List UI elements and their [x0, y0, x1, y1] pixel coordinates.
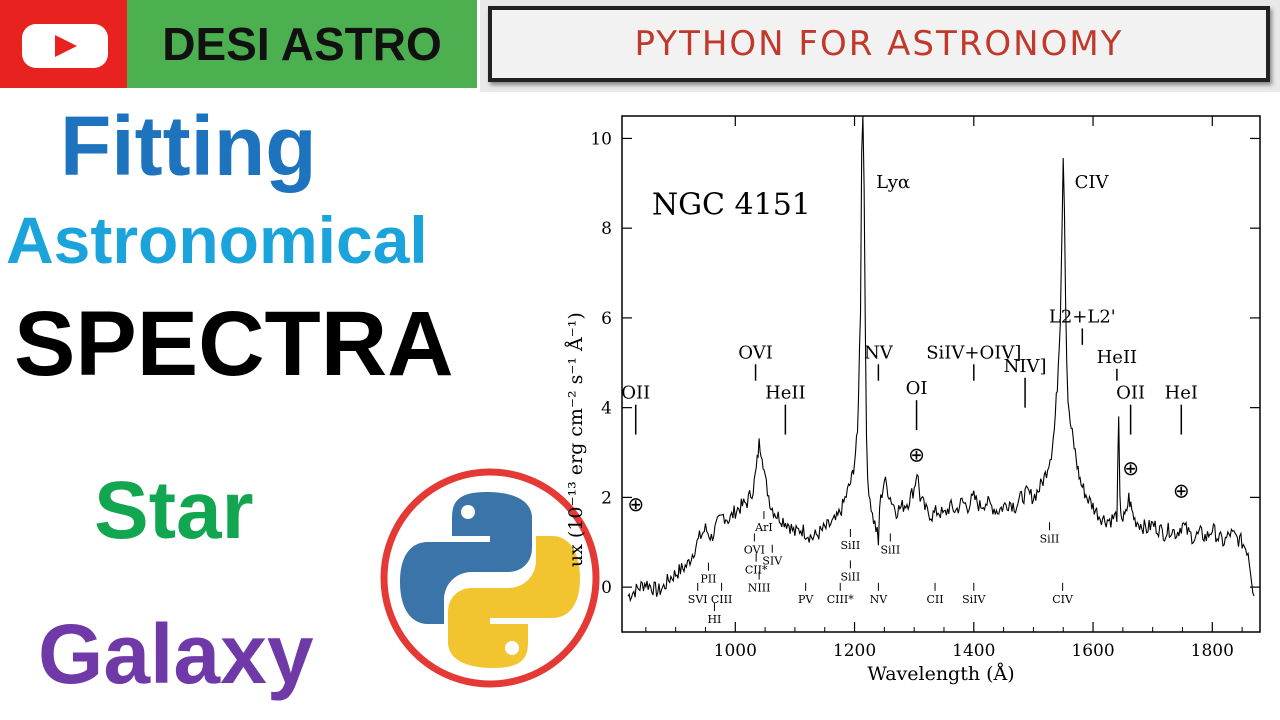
absorption-label: NV — [870, 593, 889, 606]
absorption-label: CIII — [711, 593, 732, 606]
absorption-label: CIV — [1052, 593, 1074, 606]
channel-name: DESI ASTRO — [162, 18, 442, 70]
y-tick-label: 0 — [601, 578, 612, 598]
emission-label: OII — [1116, 383, 1145, 404]
title-fitting: Fitting — [60, 99, 317, 193]
title-galaxy: Galaxy — [38, 607, 314, 701]
python-logo-icon — [378, 466, 602, 690]
absorption-label: OVI — [744, 543, 765, 556]
absorption-label: PII — [700, 573, 716, 586]
emission-label: Lyα — [876, 172, 910, 193]
absorption-label: SIV — [762, 555, 783, 568]
title-star: Star — [94, 465, 254, 556]
absorption-label: SiII — [1040, 532, 1060, 545]
banner: PYTHON FOR ASTRONOMY — [480, 0, 1280, 92]
y-axis-label: ux (10⁻¹³ erg cm⁻² s⁻¹ Å⁻¹) — [565, 312, 587, 567]
earth-symbol: ⊕ — [1173, 478, 1190, 502]
x-tick-label: 1400 — [952, 641, 995, 661]
earth-symbol: ⊕ — [1122, 456, 1139, 480]
plot-frame — [621, 115, 1261, 633]
y-tick-label: 4 — [601, 399, 612, 419]
absorption-label: PV — [798, 593, 814, 606]
emission-label: HeI — [1165, 383, 1198, 404]
x-axis-label: Wavelength (Å) — [867, 663, 1014, 685]
title-astronomical: Astronomical — [6, 203, 428, 277]
banner-text: PYTHON FOR ASTRONOMY — [634, 24, 1124, 64]
spectrum-chart: 1000 1200 1400 1600 1800 0 2 4 6 8 10 Wavelength (Å… — [565, 115, 1261, 685]
emission-label: CIV — [1075, 172, 1110, 193]
channel-name-block: DESI ASTRO — [127, 0, 477, 88]
emission-label: OVI — [738, 342, 773, 363]
absorption-label: CII — [926, 593, 943, 606]
emission-label: HeII — [1097, 347, 1138, 368]
absorption-label: SiIV — [962, 593, 986, 606]
youtube-badge — [0, 0, 127, 88]
emission-label: NIV] — [1004, 356, 1047, 377]
y-tick-label: 10 — [590, 129, 612, 149]
youtube-play-icon — [22, 24, 108, 68]
absorption-label: SiII — [840, 570, 860, 583]
emission-label: HeII — [765, 383, 806, 404]
earth-symbol: ⊕ — [627, 492, 644, 516]
emission-label: OI — [906, 378, 928, 399]
y-tick-label: 6 — [601, 309, 612, 329]
banner-box: PYTHON FOR ASTRONOMY — [488, 6, 1270, 82]
absorption-label: SVI — [688, 593, 708, 606]
absorption-label: SiII — [880, 543, 900, 556]
spectrum-line — [627, 115, 1255, 603]
emission-label: OII — [621, 383, 650, 404]
absorption-label: CIII* — [827, 593, 854, 606]
emission-label: NV — [864, 342, 894, 363]
chart-title: NGC 4151 — [652, 188, 811, 223]
absorption-label: SiII — [840, 539, 860, 552]
earth-symbol: ⊕ — [908, 442, 925, 466]
y-tick-label: 2 — [601, 488, 612, 508]
absorption-label: NIII — [748, 582, 771, 595]
x-tick-label: 1200 — [833, 641, 876, 661]
x-tick-label: 1000 — [714, 641, 757, 661]
emission-label: SiIV+OIV] — [926, 342, 1021, 363]
x-tick-label: 1800 — [1191, 641, 1234, 661]
y-tick-label: 8 — [601, 219, 612, 239]
absorption-label: CII* — [745, 564, 768, 577]
title-spectra: SPECTRA — [14, 293, 454, 395]
absorption-label: ArI — [754, 521, 773, 534]
emission-label: L2+L2' — [1049, 306, 1116, 327]
x-tick-label: 1600 — [1071, 641, 1114, 661]
absorption-label: HI — [707, 613, 721, 626]
